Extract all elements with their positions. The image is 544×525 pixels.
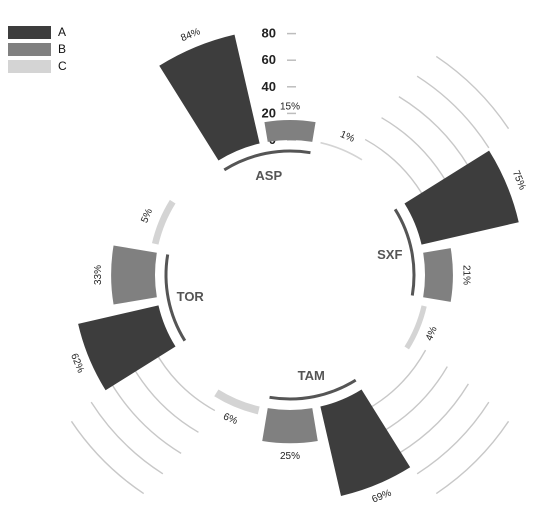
decor-arc-2-2 xyxy=(111,383,182,454)
bar-sxf-c xyxy=(404,305,427,350)
group-label-sxf: SXF xyxy=(377,247,402,262)
bar-tor-b xyxy=(111,245,157,305)
y-tick-label-60: 60 xyxy=(262,52,276,67)
value-label-asp-b: 15% xyxy=(280,102,300,113)
legend-swatch-a xyxy=(8,26,51,39)
y-tick-label-40: 40 xyxy=(262,79,276,94)
decor-arc-0-3 xyxy=(416,75,490,149)
y-tick-label-20: 20 xyxy=(262,105,276,120)
group-baseline-tam xyxy=(269,378,357,401)
value-label-tam-c: 6% xyxy=(221,411,239,427)
value-label-sxf-c: 4% xyxy=(424,325,440,343)
bar-asp-c xyxy=(320,141,363,161)
legend-label-b: B xyxy=(58,42,67,56)
value-label-sxf-b: 21% xyxy=(460,265,471,285)
bar-tor-c xyxy=(151,199,176,245)
decor-arc-2-3 xyxy=(90,401,164,475)
decor-arc-1-1 xyxy=(381,366,448,433)
value-label-tor-c: 5% xyxy=(139,207,155,225)
legend-swatch-c xyxy=(8,60,51,73)
bar-tam-c xyxy=(214,389,260,415)
group-baseline-tor xyxy=(164,254,187,342)
group-label-asp: ASP xyxy=(255,168,282,183)
legend-label-a: A xyxy=(58,25,67,39)
decor-arc-0-0 xyxy=(364,138,427,201)
decor-arc-0-2 xyxy=(398,96,469,167)
decor-arc-0-1 xyxy=(381,117,448,184)
value-label-tam-b: 25% xyxy=(280,451,300,462)
bar-sxf-b xyxy=(423,248,453,302)
value-label-asp-a: 84% xyxy=(179,26,202,44)
bar-tor-a xyxy=(78,305,176,391)
group-baseline-asp xyxy=(223,149,311,172)
value-label-tor-a: 62% xyxy=(68,352,86,375)
legend-swatch-b xyxy=(8,43,51,56)
y-tick-label-80: 80 xyxy=(262,26,276,41)
bar-sxf-a xyxy=(404,150,519,245)
group-label-tam: TAM xyxy=(298,368,325,383)
value-label-tor-b: 33% xyxy=(93,265,104,285)
decor-arc-0-4 xyxy=(435,55,510,130)
decor-arc-1-4 xyxy=(435,420,510,495)
decor-arc-2-4 xyxy=(70,420,145,495)
bar-tam-a xyxy=(320,389,411,496)
decor-arc-2-1 xyxy=(132,366,199,433)
value-label-tam-a: 69% xyxy=(370,488,393,506)
value-label-sxf-a: 75% xyxy=(510,169,528,192)
bar-asp-a xyxy=(159,34,260,161)
decor-arc-2-0 xyxy=(153,349,216,412)
value-label-asp-c: 1% xyxy=(338,129,356,145)
group-baseline-sxf xyxy=(393,208,416,296)
legend-label-c: C xyxy=(58,59,67,73)
bar-tam-b xyxy=(262,408,318,444)
decor-arc-1-2 xyxy=(398,383,469,454)
bar-asp-b xyxy=(264,120,316,142)
group-label-tor: TOR xyxy=(177,289,205,304)
decor-arc-1-3 xyxy=(416,401,490,475)
decor-arc-1-0 xyxy=(364,349,427,412)
